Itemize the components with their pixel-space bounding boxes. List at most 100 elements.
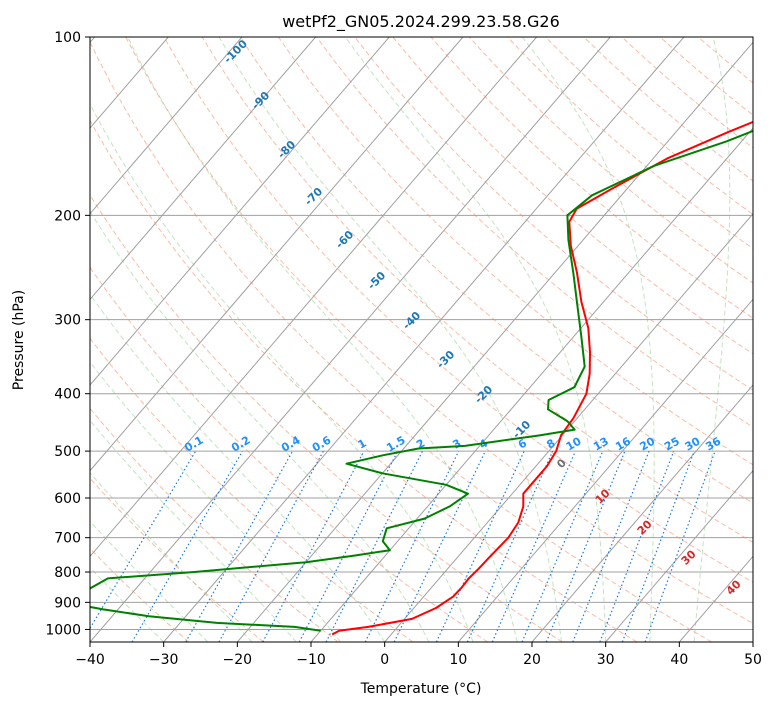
dry-adiabat	[277, 37, 753, 466]
y-tick-label: 700	[54, 531, 81, 547]
dry-adiabat	[90, 477, 264, 642]
dry-adiabat	[90, 407, 339, 642]
isotherm-label: -60	[333, 228, 356, 251]
isotherm	[90, 37, 464, 472]
plot-frame	[89, 36, 754, 643]
dry-adiabat	[90, 119, 638, 642]
isotherm	[90, 37, 390, 386]
mixing-ratio-line	[90, 450, 197, 630]
dry-adiabat	[90, 40, 712, 642]
mixing-ratio-line	[262, 450, 365, 642]
mixing-ratio-line	[572, 450, 650, 642]
dry-adiabat	[90, 266, 488, 642]
isotherm	[90, 37, 243, 215]
mixing-ratio-line	[621, 450, 695, 642]
moist-adiabat	[90, 472, 253, 642]
x-tick-label: −40	[75, 652, 105, 668]
y-tick-label: 900	[54, 595, 81, 611]
y-tick-label: 400	[54, 387, 81, 403]
y-tick-label: 500	[54, 444, 81, 460]
x-tick-label: −20	[223, 652, 253, 668]
mixing-ratio-line	[491, 450, 576, 642]
dry-adiabat	[507, 37, 753, 250]
moist-adiabat	[90, 566, 165, 642]
isotherm-label: 40	[724, 577, 744, 597]
moist-adiabat	[90, 293, 386, 642]
mixing-ratio-label: 3	[450, 437, 463, 452]
isotherm	[605, 469, 753, 642]
mixing-ratio-label: 8	[544, 437, 557, 452]
x-tick-label: −10	[296, 652, 326, 668]
mixing-ratio-line	[644, 450, 716, 642]
mixing-ratio-line	[185, 450, 294, 642]
dry-adiabat	[239, 37, 753, 504]
y-tick-label: 1000	[45, 622, 81, 638]
moist-adiabat	[521, 37, 655, 642]
y-tick-label: 600	[54, 491, 81, 507]
dry-adiabat	[392, 37, 753, 355]
isotherm-label: -70	[302, 185, 325, 208]
isotherm-label: -30	[434, 348, 457, 371]
mixing-ratio-line	[393, 450, 486, 642]
y-axis-label: Pressure (hPa)	[11, 290, 27, 390]
dry-adiabat	[659, 37, 753, 116]
dry-adiabat	[125, 37, 753, 624]
x-tick-label: 50	[744, 652, 762, 668]
isotherm	[310, 127, 753, 642]
isotherm	[531, 384, 753, 642]
x-axis-label: Temperature (°C)	[360, 681, 482, 697]
isotherm	[457, 298, 753, 642]
mixing-ratio-line	[521, 450, 604, 642]
isotherm	[90, 37, 317, 301]
moist-adiabat	[693, 37, 731, 642]
moist-adiabat	[90, 520, 209, 642]
temperature-line	[331, 120, 753, 636]
mixing-ratio-line	[364, 450, 460, 642]
dry-adiabat	[354, 37, 753, 391]
y-tick-label: 200	[54, 208, 81, 224]
moist-adiabat	[90, 419, 297, 642]
dewpoint-line	[90, 129, 753, 632]
dry-adiabat	[430, 37, 753, 319]
mixing-ratio-line	[131, 450, 244, 642]
isotherm	[752, 641, 753, 642]
chart-title: wetPf2_GN05.2024.299.23.58.G26	[282, 12, 560, 32]
mixing-ratio-line	[435, 450, 525, 642]
x-tick-label: 30	[597, 652, 615, 668]
moist-adiabat	[90, 361, 341, 642]
moist-adiabat	[344, 37, 607, 642]
isotherm	[90, 37, 538, 558]
moist-adiabat	[218, 37, 562, 642]
isotherm-label: -20	[472, 383, 495, 406]
moist-adiabat	[90, 210, 430, 642]
isotherm-label: -80	[275, 138, 298, 161]
moist-adiabat	[127, 37, 518, 642]
mixing-ratio-line	[466, 450, 554, 642]
mixing-ratio-line	[218, 450, 324, 642]
mixing-ratio-line	[545, 450, 626, 642]
isotherm	[163, 37, 685, 642]
isotherm	[236, 41, 753, 642]
y-tick-label: 800	[54, 565, 81, 581]
isotherm	[90, 37, 611, 642]
x-tick-label: 20	[523, 652, 541, 668]
isotherm	[384, 212, 753, 642]
x-tick-label: 10	[449, 652, 467, 668]
isotherm-label: -40	[400, 309, 423, 332]
isotherm-label: -50	[365, 269, 388, 292]
dry-adiabat	[90, 194, 563, 642]
dry-adiabat	[468, 37, 753, 284]
dry-adiabat	[163, 37, 753, 583]
isotherm-label: -90	[249, 89, 272, 112]
y-tick-label: 100	[54, 30, 81, 46]
x-tick-label: 40	[670, 652, 688, 668]
x-tick-label: 0	[380, 652, 389, 668]
isotherm-label: -100	[221, 37, 250, 66]
y-tick-label: 300	[54, 313, 81, 329]
moist-adiabat	[90, 102, 474, 642]
isotherm-label: 30	[679, 547, 699, 567]
x-tick-label: −30	[149, 652, 179, 668]
isotherm-label: 10	[593, 486, 613, 506]
dry-adiabat	[90, 337, 414, 642]
